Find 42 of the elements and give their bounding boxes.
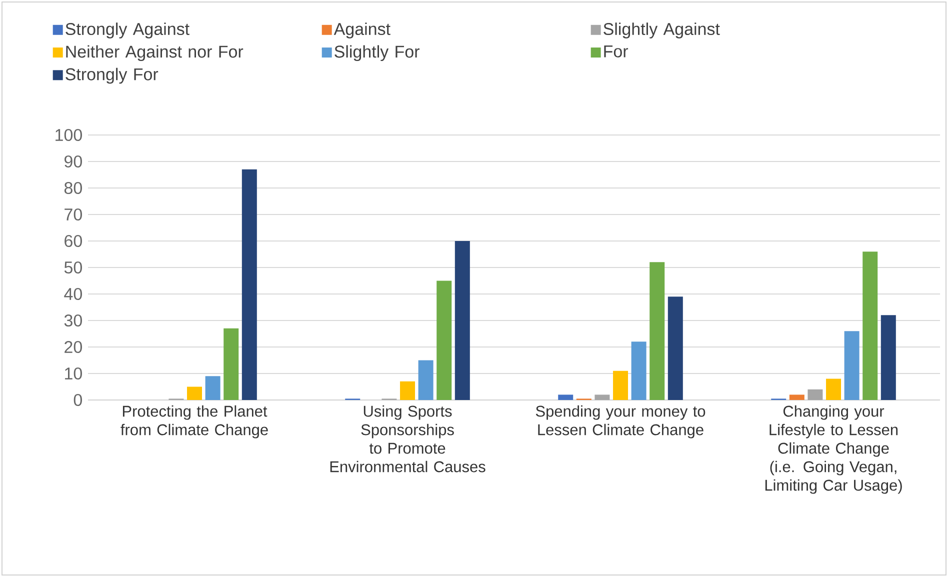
legend-label: Slightly For xyxy=(334,45,420,62)
x-tick-label: Using Sports Sponsorships to Promote Environmental Causes xyxy=(330,405,486,472)
x-tick-label: Protecting the Planet from Climate Change xyxy=(120,405,268,438)
x-tick-label: Spending your money to Lessen Climate Change xyxy=(536,405,706,438)
y-tick-label: 90 xyxy=(64,155,82,168)
bar xyxy=(613,370,628,400)
legend-label: Strongly Against xyxy=(66,22,190,38)
bar xyxy=(205,376,220,400)
bar xyxy=(844,331,860,400)
bar xyxy=(880,315,896,400)
y-tick-label: 100 xyxy=(56,128,82,142)
y-tick-label: 60 xyxy=(64,234,82,248)
bar xyxy=(631,342,646,400)
legend-label: For xyxy=(604,46,628,58)
bar xyxy=(668,296,683,400)
legend-label: Neither Against nor For xyxy=(66,45,244,62)
bar xyxy=(650,262,665,400)
y-tick-label: 40 xyxy=(64,288,82,300)
bar xyxy=(242,169,257,400)
y-tick-label: 0 xyxy=(74,394,82,406)
bar xyxy=(436,280,452,400)
x-tick-label: Changing your Lifestyle to Lessen Climate Change (i.e. Going Vegan, Limiting Car Usage) xyxy=(765,405,902,494)
bar xyxy=(224,328,239,400)
bar xyxy=(187,386,202,400)
bar xyxy=(400,381,416,400)
y-tick-label: 50 xyxy=(64,261,82,274)
y-tick-label: 70 xyxy=(64,208,82,221)
bar xyxy=(558,394,574,400)
legend-label: Strongly For xyxy=(66,68,158,84)
bar xyxy=(826,378,842,400)
bar xyxy=(418,360,434,400)
y-tick-label: 30 xyxy=(64,314,82,327)
bar xyxy=(862,252,878,400)
bar xyxy=(454,240,470,400)
legend-label: Slightly Against xyxy=(604,22,720,38)
y-tick-label: 20 xyxy=(64,340,82,354)
y-tick-label: 80 xyxy=(64,182,82,194)
bar xyxy=(594,394,610,400)
bar xyxy=(808,389,823,400)
bar xyxy=(789,394,804,400)
y-tick-label: 10 xyxy=(65,367,82,380)
legend-label: Against xyxy=(334,22,390,38)
